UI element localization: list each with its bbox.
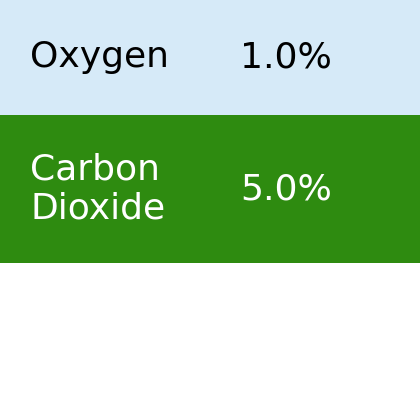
Bar	[0, 115, 420, 263]
Text: 1.0%: 1.0%	[240, 40, 332, 74]
Text: Oxygen: Oxygen	[30, 40, 169, 74]
Text: 5.0%: 5.0%	[240, 172, 332, 206]
Text: Carbon
Dioxide: Carbon Dioxide	[30, 153, 165, 225]
Bar	[0, 0, 420, 115]
